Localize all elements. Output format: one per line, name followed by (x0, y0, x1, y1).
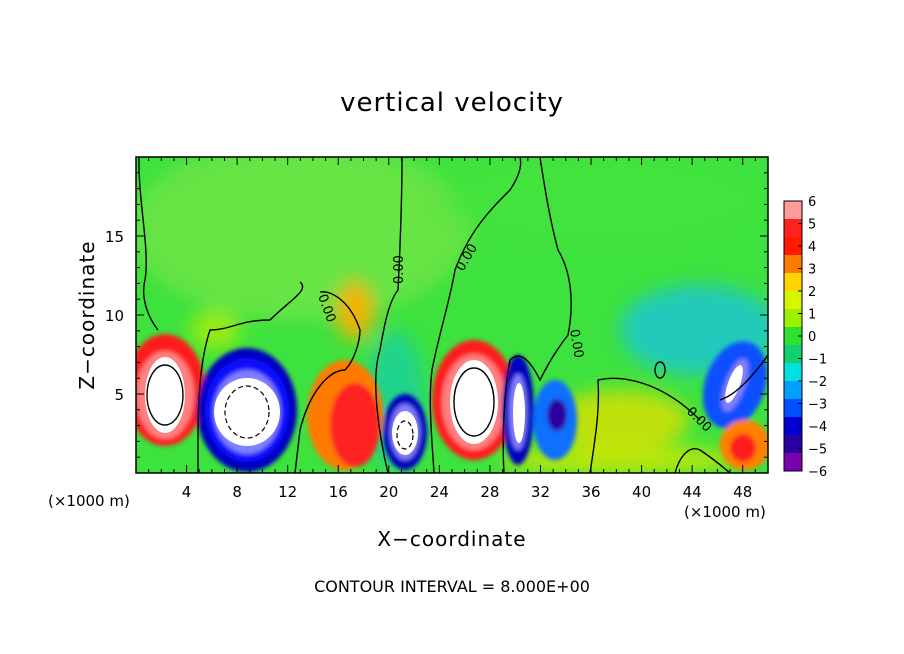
colorbar: 6 5 4 3 2 1 0 −1 −2 −3 −4 −5 −6 (783, 195, 827, 480)
colorbar-label: −3 (808, 398, 827, 413)
colorbar-swatch (784, 399, 802, 418)
updraft-1-core (145, 357, 185, 433)
colorbar-swatch (784, 453, 802, 472)
bottom-yellow-band (500, 445, 740, 473)
contour-zero (719, 354, 768, 401)
contour-zero (197, 281, 304, 473)
downdraft-4-navy (547, 399, 567, 431)
x-tick-label: 40 (632, 483, 651, 501)
plot-field (136, 157, 768, 473)
x-tick-label: 20 (379, 483, 398, 501)
upper-orange-patch (335, 280, 375, 340)
colorbar-label: −2 (808, 375, 827, 390)
contour-label: 0.00 (392, 255, 407, 284)
updraft-4-red (730, 434, 756, 462)
colorbar-label: 5 (808, 218, 816, 233)
colorbar-swatch (784, 273, 802, 292)
contour-inner (146, 364, 184, 426)
contour-zero (429, 157, 522, 473)
contour-inner (453, 367, 495, 437)
chart-title: vertical velocity (340, 88, 564, 118)
contour-negative (224, 385, 270, 439)
colorbar-swatch (784, 381, 802, 400)
colorbar-swatch (784, 363, 802, 382)
colorbar-label: 4 (808, 240, 816, 255)
x-tick-label: 8 (232, 483, 242, 501)
downdraft-1-core (214, 378, 280, 446)
x-tick-label: 12 (278, 483, 297, 501)
colorbar-label: −6 (808, 465, 827, 480)
downdraft-5-core (725, 365, 743, 403)
colorbar-swatch (784, 327, 802, 346)
y-tick-label: 15 (105, 228, 124, 246)
x-tick-label: 36 (581, 483, 600, 501)
y-tick-label: 10 (105, 307, 124, 325)
updraft-3-core (450, 360, 498, 444)
contour-zero (294, 291, 361, 473)
y-tick-label: 5 (114, 386, 124, 404)
colorbar-swatch (784, 237, 802, 256)
upper-green-wash (136, 157, 470, 320)
x-tick-label: 16 (329, 483, 348, 501)
colorbar-swatch (784, 219, 802, 238)
colorbar-swatch (784, 345, 802, 364)
downdraft-3-core (513, 383, 525, 443)
colorbar-swatch (784, 417, 802, 436)
x-tick-label: 32 (531, 483, 550, 501)
contour-zero (138, 157, 159, 331)
colorbar-swatch (784, 309, 802, 328)
y-axis-label: Z−coordinate (75, 240, 99, 390)
upper-right-green (440, 157, 760, 250)
contour-zero (375, 157, 403, 473)
contour-zero (674, 448, 731, 473)
colorbar-label: −1 (808, 353, 827, 368)
mid-yellow-band (550, 390, 690, 450)
x-tick-label: 24 (430, 483, 449, 501)
colorbar-label: −5 (808, 443, 827, 458)
contour-interval-note: CONTOUR INTERVAL = 8.000E+00 (314, 577, 590, 596)
x-tick-label: 28 (480, 483, 499, 501)
contour-negative (396, 420, 414, 450)
x-tick-label: 44 (683, 483, 702, 501)
colorbar-swatch (784, 435, 802, 454)
x-tick-label: 48 (733, 483, 752, 501)
colorbar-swatch (784, 201, 802, 220)
x-axis-label: X−coordinate (377, 527, 527, 551)
contour-label: 0.00 (566, 328, 586, 359)
colorbar-label: 0 (808, 330, 816, 345)
x-tick-label: 4 (182, 483, 192, 501)
colorbar-label: 1 (808, 308, 816, 323)
contour-zero (589, 377, 701, 473)
y-axis: 5 10 15 (105, 172, 768, 458)
colorbar-label: 2 (808, 285, 816, 300)
colorbar-label: 6 (808, 195, 816, 210)
x-axis: 4 8 12 16 20 24 28 32 36 40 44 48 (148, 157, 756, 501)
colorbar-label: −4 (808, 420, 827, 435)
colorbar-swatch (784, 255, 802, 274)
x-unit-right: (×1000 m) (684, 503, 766, 521)
colorbar-swatch (784, 291, 802, 310)
contour-inner (654, 361, 666, 379)
x-unit-left: (×1000 m) (48, 492, 130, 510)
updraft-2-red (330, 383, 380, 467)
contour-zero (502, 157, 572, 473)
colorbar-label: 3 (808, 263, 816, 278)
